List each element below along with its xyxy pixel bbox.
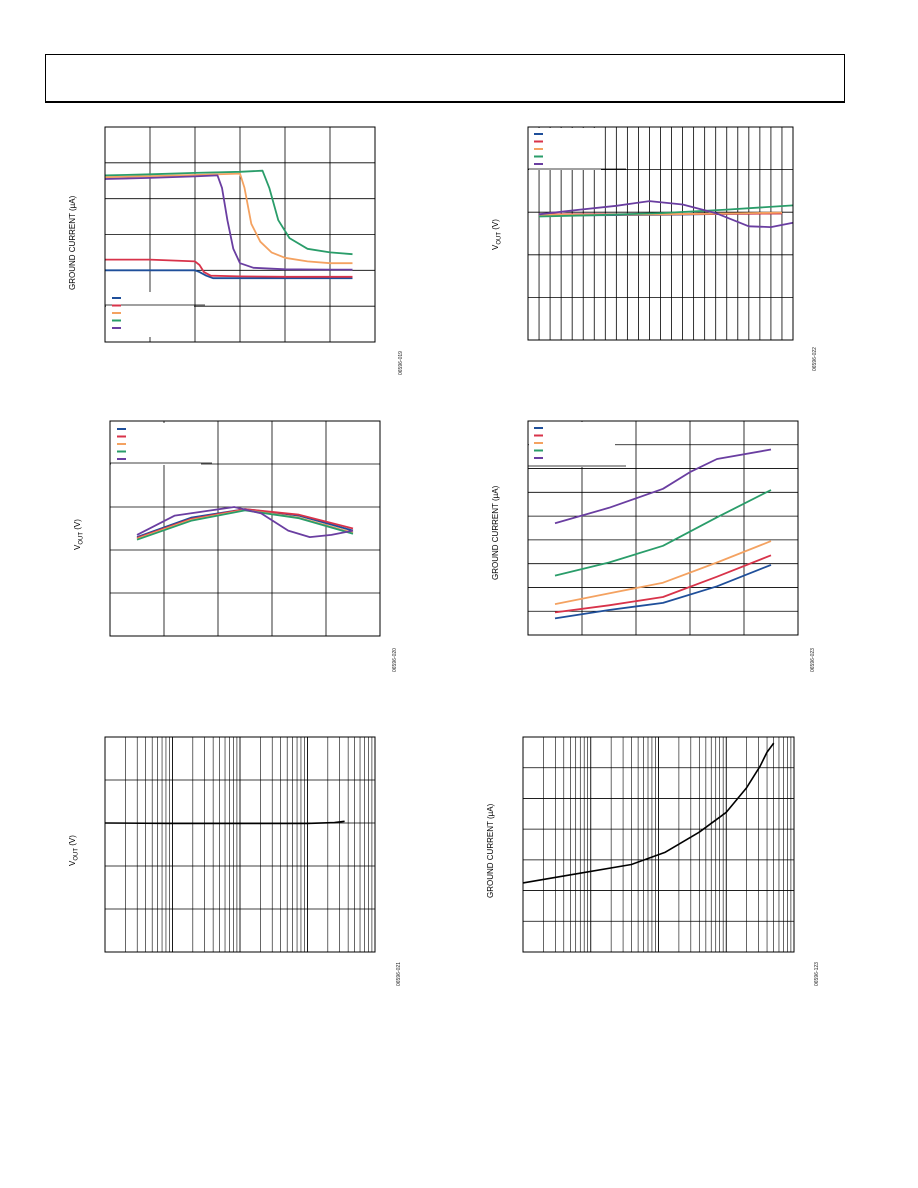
series-group xyxy=(136,506,354,541)
y-axis-label: GROUND CURRENT (µA) xyxy=(486,804,495,898)
series-group xyxy=(522,742,775,884)
figure-id: 06596-019 xyxy=(398,351,404,375)
y-axis-label-subscript: OUT xyxy=(73,847,80,861)
y-axis-label-unit: (V) xyxy=(491,219,500,232)
y-axis-label-text: GROUND CURRENT (µA) xyxy=(491,485,500,580)
chart-plot-6 xyxy=(522,736,795,953)
series-line-1 xyxy=(554,564,772,620)
chart-plot-5 xyxy=(104,736,376,953)
series-line-1 xyxy=(105,269,353,280)
figure-id: 06596-123 xyxy=(814,962,820,986)
chart-plot-2 xyxy=(527,126,794,341)
legend xyxy=(528,422,626,467)
series-line-3 xyxy=(554,540,772,605)
y-axis-label: VOUT (V) xyxy=(68,835,80,866)
figure-id: 06596-020 xyxy=(392,648,398,672)
series-line-5 xyxy=(538,200,794,228)
series-line-4 xyxy=(104,169,353,256)
plot-frame xyxy=(104,736,376,953)
figure-id: 06596-022 xyxy=(812,347,818,371)
gridlines xyxy=(105,737,375,952)
y-axis-label-unit: (V) xyxy=(68,835,77,848)
legend-background xyxy=(529,422,615,467)
plot-frame xyxy=(522,736,795,953)
legend-background xyxy=(106,292,194,337)
page-header-frame xyxy=(45,54,845,103)
chart-panel-3 xyxy=(109,420,381,637)
y-axis-label-text: V xyxy=(73,544,82,550)
series-line-5 xyxy=(554,448,772,525)
series-group xyxy=(104,820,345,825)
y-axis-label: GROUND CURRENT (µA) xyxy=(68,196,77,290)
y-axis-label-text: V xyxy=(491,244,500,250)
chart-plot-3 xyxy=(109,420,381,637)
plot-frame xyxy=(109,420,381,637)
y-axis-label: VOUT (V) xyxy=(73,519,85,550)
y-axis-label-text: GROUND CURRENT (µA) xyxy=(68,195,77,290)
gridlines xyxy=(523,737,794,952)
legend xyxy=(110,423,212,465)
y-axis-label-text: V xyxy=(68,860,77,866)
figure-id: 06596-021 xyxy=(396,962,402,986)
plot-frame xyxy=(527,126,794,341)
y-axis-label-unit: (V) xyxy=(73,519,82,532)
y-axis-label: VOUT (V) xyxy=(491,219,503,250)
chart-panel-4 xyxy=(527,420,799,636)
series-line-5 xyxy=(104,174,353,271)
series-group xyxy=(554,448,772,620)
series-line-1 xyxy=(522,742,775,884)
series-line-2 xyxy=(554,554,772,614)
legend xyxy=(528,128,626,170)
series-group xyxy=(104,169,353,280)
chart-panel-2 xyxy=(527,126,794,341)
series-line-1 xyxy=(104,820,345,825)
legend xyxy=(105,292,205,337)
series-line-4 xyxy=(538,204,794,218)
y-axis-label: GROUND CURRENT (µA) xyxy=(491,486,500,580)
chart-panel-6 xyxy=(522,736,795,953)
series-line-2 xyxy=(105,258,353,278)
chart-panel-5 xyxy=(104,736,376,953)
series-line-3 xyxy=(104,172,353,265)
plot-frame xyxy=(527,420,799,636)
y-axis-label-subscript: OUT xyxy=(78,531,85,545)
figure-id: 06596-023 xyxy=(810,648,816,672)
chart-panel-1 xyxy=(104,126,376,343)
plot-frame xyxy=(104,126,376,343)
series-line-4 xyxy=(554,489,772,577)
series-group xyxy=(538,200,794,228)
y-axis-label-subscript: OUT xyxy=(496,231,503,245)
y-axis-label-text: GROUND CURRENT (µA) xyxy=(486,803,495,898)
chart-plot-4 xyxy=(527,420,799,636)
chart-plot-1 xyxy=(104,126,376,343)
series-line-5 xyxy=(136,506,354,538)
